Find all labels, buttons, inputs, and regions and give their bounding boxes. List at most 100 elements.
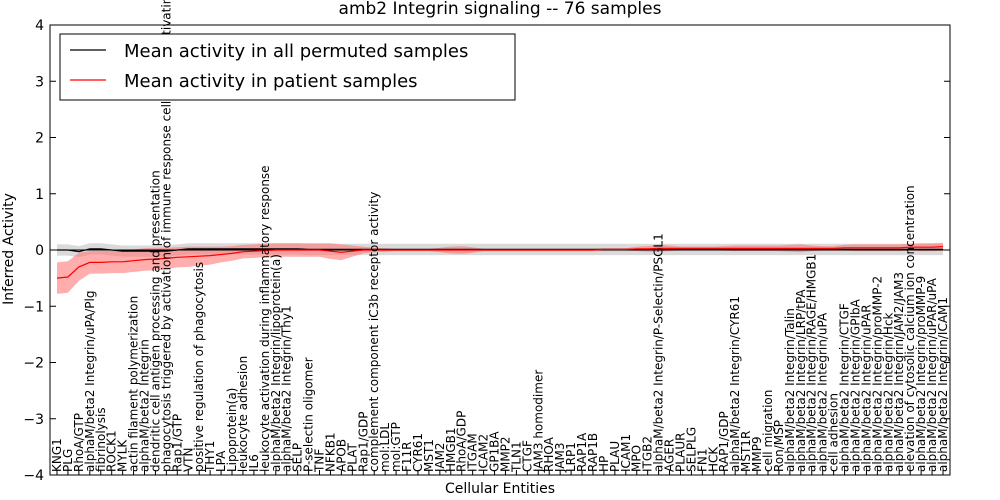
y-tick-label: 0 (35, 243, 44, 259)
legend-box (59, 33, 516, 101)
x-tick-label: cell adhesion (827, 393, 841, 472)
x-tick-label: alphaM/beta2 Integrin/JAM2/JAM3 (892, 272, 906, 472)
x-tick-label: alphaM/beta2 Integrin/proMMP-2 (870, 276, 884, 472)
band-patient (57, 242, 943, 294)
x-tick-label: positive regulation of phagocytosis (192, 262, 206, 472)
x-tick-label: F11R (400, 441, 414, 472)
legend-label-permuted: Mean activity in all permuted samples (124, 41, 468, 62)
x-tick-label: alphaM/beta2 Integrin/Hck (881, 312, 895, 472)
x-tick-label: ICAM1 (619, 434, 633, 472)
x-tick-label: leukocyte activation during inflammatory… (258, 165, 272, 472)
x-tick-label: GP1BA (488, 431, 502, 472)
x-tick-label: TLN1 (509, 441, 523, 473)
y-tick-label: 2 (35, 131, 44, 147)
x-tick-label: MPO (630, 445, 644, 472)
x-tick-label: alphaM/beta2 Integrin (138, 339, 152, 472)
x-tick-label: complement component iC3b receptor activ… (367, 192, 381, 472)
y-axis-ticks: −4 −3 −2 −1 0 1 2 3 4 (23, 18, 950, 484)
y-tick-label: −2 (23, 356, 44, 372)
x-tick-label: PLAT (345, 442, 359, 471)
x-tick-label: RAP1B (586, 433, 600, 472)
legend: Mean activity in all permuted samples Me… (59, 33, 516, 101)
x-tick-label: MYLK (116, 439, 130, 472)
x-tick-label: RhoA/GTP (72, 413, 86, 472)
x-tick-label: alphaM/beta2 Integrin/uPA (816, 312, 830, 472)
x-tick-label: Ron/MSP (772, 420, 786, 472)
x-tick-label: PLAU (608, 441, 622, 472)
x-tick-label: AGER (663, 439, 677, 472)
x-tick-label: alphaM/beta2 Integrin/lipoprotein(a) (269, 254, 283, 472)
y-axis-label: Inferred Activity (1, 193, 17, 305)
x-tick-label: JAM2 (433, 442, 447, 473)
x-tick-label: ICAM2 (477, 434, 491, 472)
x-tick-label: alphaM/beta2 Integrin/Thy1 (280, 305, 294, 472)
x-tick-label: alphaM/beta2 Integrin/CYR61 (728, 296, 742, 472)
x-tick-label: KNG1 (50, 438, 64, 472)
x-tick-label: JAM3 homodimer (531, 370, 545, 473)
x-tick-label: alphaM/beta2 Integrin/uPA/Plg (83, 291, 97, 472)
y-tick-label: −4 (23, 468, 44, 484)
x-tick-label: ITGB2 (641, 436, 655, 472)
y-tick-label: 3 (35, 74, 44, 90)
x-tick-label: MST1R (739, 431, 753, 472)
chart-title: amb2 Integrin signaling -- 76 samples (339, 0, 662, 19)
x-tick-label: fibrinolysis (94, 407, 108, 472)
series-lines (56, 246, 944, 279)
x-tick-label: mol:LDL (378, 423, 392, 472)
x-tick-label: ITGAM (466, 433, 480, 472)
x-tick-label: alphaM/beta2 Integrin/proMMP-9 (914, 276, 928, 472)
x-tick-label: alphaM/beta2 Integrin/Talin (783, 308, 797, 472)
x-tick-label: leukocyte adhesion (236, 356, 250, 472)
x-tick-label: JAM3 (553, 443, 567, 474)
x-tick-label: RhoA/GDP (455, 411, 469, 472)
x-tick-label: RAP1A (575, 432, 589, 472)
x-tick-label: NFKB1 (324, 432, 338, 472)
x-tick-label: TNF (313, 449, 327, 473)
x-tick-label: HMGB1 (444, 427, 458, 472)
x-tick-label: Rap1/GTP (170, 414, 184, 472)
x-tick-label: RAP1/GDP (717, 411, 731, 472)
x-tick-label: MMP9 (750, 436, 764, 472)
x-tick-label: THY1 (203, 441, 217, 473)
x-tick-label: IL6 (247, 454, 261, 472)
x-tick-label: CTGF (520, 440, 534, 472)
x-tick-label: cell migration (761, 390, 775, 472)
x-tick-label: LRP1 (564, 442, 578, 472)
x-tick-label: actin filament polymerization (127, 296, 141, 472)
x-tick-label: alphaM/beta2 Integrin/uPAR (859, 304, 873, 472)
x-tick-label: alphaM/beta2 Integrin/RAGE/HMGB1 (805, 254, 819, 472)
x-tick-label: LPA (214, 450, 228, 472)
x-tick-label: mol:GTP (389, 422, 403, 472)
x-tick-label: SELP (291, 443, 305, 472)
series-line-patient (56, 246, 944, 279)
y-tick-label: −1 (23, 299, 44, 315)
x-tick-label: VTN (181, 448, 195, 473)
y-tick-label: −3 (23, 412, 44, 428)
x-tick-label: FN1 (695, 449, 709, 473)
x-tick-label: phagocytosis triggered by activation of … (159, 0, 173, 472)
x-tick-label: HCK (706, 446, 720, 472)
x-tick-label: P-selectin oligomer (302, 357, 316, 472)
x-tick-label: SELPLG (684, 427, 698, 472)
x-tick-label: alphaM/beta2 Integrin/uPAR/uPA (925, 277, 939, 472)
y-tick-label: 1 (35, 187, 44, 203)
x-tick-label: elevation of cytosolic calcium ion conce… (903, 185, 917, 472)
x-tick-label: alphaM/beta2 Integrin/LRP/tPA (794, 289, 808, 472)
x-tick-label: APOB (334, 439, 348, 472)
x-tick-label: alphaM/beta2 Integrin/P-Selectin/PSGL1 (652, 233, 666, 472)
x-tick-label: Lipoprotein(a) (225, 388, 239, 472)
x-tick-label: alphaM/beta2 Integrin/ICAM1 (936, 297, 950, 472)
y-tick-label: 4 (35, 18, 44, 34)
plot-frame (49, 24, 951, 476)
x-axis-label: Cellular Entities (445, 481, 555, 497)
x-tick-label: alphaM/beta2 Integrin/CTGF (838, 303, 852, 472)
x-tick-label: Rap1/GDP (356, 412, 370, 473)
x-tick-label: ROCK1 (105, 430, 119, 472)
x-tick-label: MMP2 (499, 436, 513, 472)
x-tick-label: dendritic cell antigen processing and pr… (148, 170, 162, 472)
x-tick-label: PLG (61, 449, 75, 472)
x-tick-label: HP (597, 456, 611, 472)
x-tick-label: CYR61 (411, 433, 425, 472)
